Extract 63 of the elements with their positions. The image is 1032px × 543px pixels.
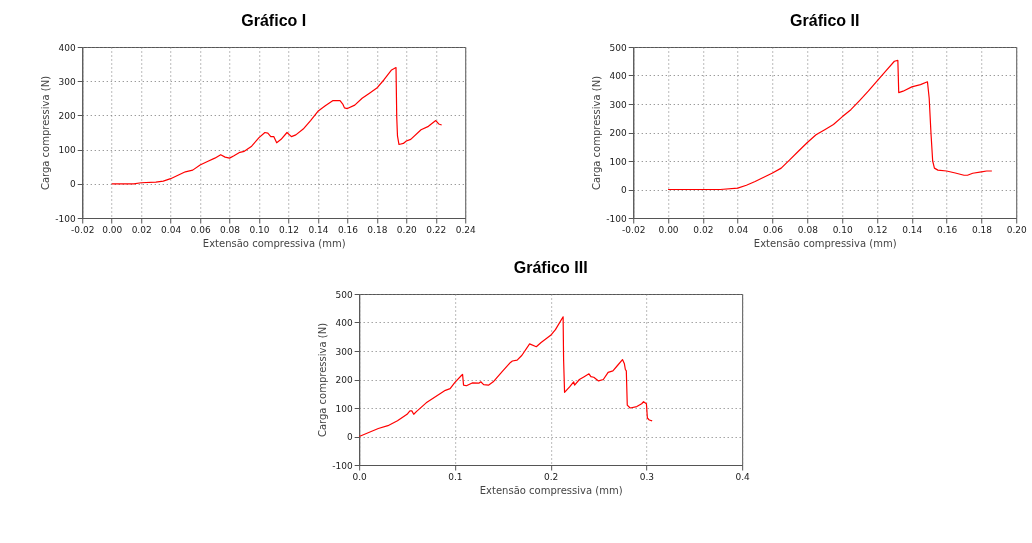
y-tick-label: 400 [335,318,353,328]
chart-title: Gráfico II [790,12,860,29]
y-tick-label: 100 [609,156,627,167]
y-tick-label: 0 [70,179,77,190]
x-tick-label: 0.2 [544,471,559,482]
y-tick-label: 500 [609,42,627,53]
y-axis-title: Carga compressiva (N) [591,75,603,191]
chart-title: Gráfico I [241,12,307,29]
chart-title: Gráfico III [513,259,588,276]
x-tick-label: 0.02 [693,224,714,235]
y-axis-title: Carga compressiva (N) [40,75,52,191]
y-tick-label: 0 [346,432,353,442]
x-tick-label: 0.12 [278,224,299,235]
x-tick-label: 0.0 [352,471,368,482]
x-tick-label: 0.08 [220,224,241,235]
y-tick-label: 400 [58,42,76,53]
x-tick-label: 0.06 [190,224,211,235]
x-tick-label: 0.10 [249,224,270,235]
y-tick-label: 200 [58,110,76,121]
y-tick-label: 400 [609,71,627,81]
y-tick-label: 200 [609,128,627,138]
x-tick-label: 0.18 [971,224,993,235]
x-tick-label: 0.22 [426,224,447,235]
x-tick-label: 0.04 [161,224,182,235]
x-tick-label: 0.08 [797,224,819,235]
x-axis-title: Extensão compressiva (mm) [479,484,623,496]
x-tick-label: 0.04 [728,224,749,235]
x-tick-label: 0.14 [902,224,923,235]
y-tick-label: 300 [58,76,76,87]
x-tick-label: 0.4 [735,471,751,482]
y-tick-label: -100 [332,460,353,471]
line-series [667,59,993,191]
x-tick-label: 0.00 [102,224,123,235]
x-tick-label: 0.20 [396,224,418,235]
x-tick-label: 0.06 [762,224,784,235]
y-tick-label: 100 [58,145,76,156]
y-axis-title: Carga compressiva (N) [317,322,329,438]
y-tick-label: 100 [335,403,353,414]
y-tick-label: 0 [621,185,628,195]
y-tick-label: 300 [609,99,627,110]
x-axis-title: Extensão compressiva (mm) [202,237,346,249]
x-tick-label: 0.14 [308,224,329,235]
x-tick-label: -0.02 [71,224,95,235]
x-tick-label: 0.24 [455,224,477,235]
y-tick-label: 300 [335,346,353,357]
line-series [359,316,653,438]
x-tick-label: 0.12 [867,224,888,235]
y-tick-label: -100 [606,213,627,224]
x-axis-title: Extensão compressiva (mm) [753,237,897,249]
x-tick-label: 0.10 [832,224,853,235]
y-tick-label: -100 [55,213,76,224]
y-tick-label: 200 [335,375,353,385]
x-tick-label: 0.00 [658,224,679,235]
x-tick-label: 0.02 [131,224,152,235]
y-tick-label: 500 [335,289,353,300]
x-tick-label: 0.20 [1006,224,1028,235]
line-series [111,66,443,185]
x-tick-label: -0.02 [622,224,646,235]
x-tick-label: 0.16 [337,224,359,235]
x-tick-label: 0.16 [937,224,958,235]
x-tick-label: 0.3 [639,471,655,482]
x-tick-label: 0.18 [367,224,388,235]
x-tick-label: 0.1 [448,471,463,482]
